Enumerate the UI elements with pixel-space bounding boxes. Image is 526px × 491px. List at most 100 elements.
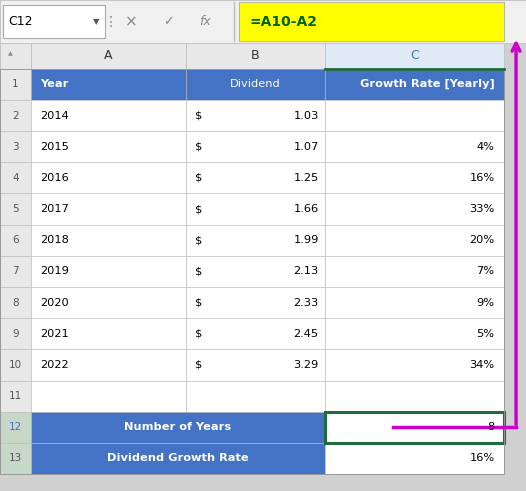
Bar [325,411,504,443]
Text: 9: 9 [12,329,18,339]
Bar [186,163,325,193]
Bar [31,100,186,131]
Text: $: $ [195,360,203,370]
Bar [31,131,186,163]
Bar [31,443,325,474]
Bar [31,43,186,69]
Bar [186,43,325,69]
Bar [186,225,325,256]
Text: 1.99: 1.99 [294,235,319,245]
Bar [31,256,186,287]
Text: 3: 3 [12,142,18,152]
Text: 33%: 33% [469,204,494,214]
Text: fx: fx [199,15,211,28]
Text: 11: 11 [8,391,22,401]
Bar [0,0,526,43]
Text: Dividend Growth Rate: Dividend Growth Rate [107,454,249,464]
Bar [325,381,504,411]
Text: 2022: 2022 [40,360,68,370]
Bar [325,193,504,225]
Text: 8: 8 [12,298,18,307]
Bar [186,100,325,131]
Bar [0,318,31,350]
Bar [186,318,325,350]
Bar [0,69,504,474]
Bar [325,350,504,381]
Bar [31,350,186,381]
Bar [325,287,504,318]
Bar [0,411,31,443]
Bar [325,100,504,131]
Text: 2015: 2015 [40,142,69,152]
Text: 4%: 4% [477,142,494,152]
Bar [325,131,504,163]
Bar [31,163,186,193]
Bar [0,163,31,193]
Bar [325,443,504,474]
Bar [186,131,325,163]
Text: 2.45: 2.45 [294,329,319,339]
Text: 4: 4 [12,173,18,183]
Text: 1.25: 1.25 [294,173,319,183]
Bar [3,5,105,38]
Bar [0,131,31,163]
Text: 16%: 16% [469,454,494,464]
Text: 2017: 2017 [40,204,69,214]
Text: $: $ [195,298,203,307]
Bar [31,411,325,443]
Bar [186,193,325,225]
Bar [0,381,31,411]
Bar [0,287,31,318]
Text: 5: 5 [12,204,18,214]
Text: 2: 2 [12,110,18,120]
Bar [0,443,31,474]
Text: 3.29: 3.29 [294,360,319,370]
Bar [325,225,504,256]
Text: A: A [104,50,113,62]
Text: ×: × [125,14,138,29]
Text: 8: 8 [487,422,494,432]
Bar [186,381,325,411]
Bar [0,100,31,131]
Text: 2021: 2021 [40,329,69,339]
Text: Number of Years: Number of Years [124,422,231,432]
Text: 9%: 9% [477,298,494,307]
Bar [31,318,186,350]
Bar [0,69,31,100]
Text: 13: 13 [8,454,22,464]
Text: ✓: ✓ [163,15,174,28]
Text: 5%: 5% [477,329,494,339]
Text: $: $ [195,329,203,339]
Text: B: B [251,50,260,62]
Bar [325,318,504,350]
Bar [186,256,325,287]
Bar [325,256,504,287]
Bar [186,69,325,100]
Text: Dividend: Dividend [230,80,281,89]
Text: ▲: ▲ [8,51,13,56]
Text: 2.33: 2.33 [294,298,319,307]
Text: 10: 10 [9,360,22,370]
Text: $: $ [195,142,203,152]
Bar [325,69,504,100]
Bar [186,287,325,318]
Bar [31,287,186,318]
Text: Growth Rate [Yearly]: Growth Rate [Yearly] [360,79,494,89]
Text: 1.03: 1.03 [294,110,319,120]
Bar [31,225,186,256]
Text: 2018: 2018 [40,235,69,245]
Text: 12: 12 [8,422,22,432]
Bar [325,411,504,443]
Bar [186,350,325,381]
Text: 7%: 7% [477,267,494,276]
Text: ⋮: ⋮ [104,15,117,28]
Text: ▼: ▼ [93,17,99,26]
Text: 1: 1 [12,80,18,89]
Bar [0,43,31,69]
Text: 2016: 2016 [40,173,69,183]
Text: Year: Year [40,80,68,89]
Text: 2.13: 2.13 [294,267,319,276]
Text: 16%: 16% [469,173,494,183]
Text: 1.07: 1.07 [294,142,319,152]
Bar [0,256,31,287]
